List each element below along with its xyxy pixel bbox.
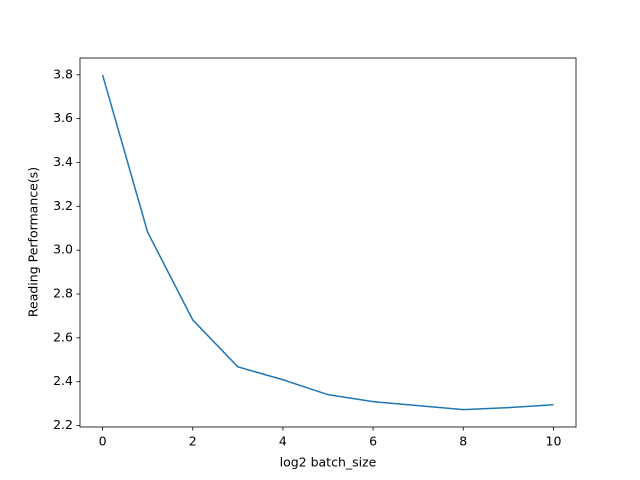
y-tick-label: 3.6	[53, 110, 73, 125]
plot-frame	[79, 57, 577, 428]
y-tick-label: 3.8	[53, 66, 73, 81]
x-tick-label: 6	[369, 434, 377, 449]
x-axis-label: log2 batch_size	[280, 455, 377, 470]
x-tick-label: 4	[279, 434, 287, 449]
y-tick-label: 3.4	[53, 154, 73, 169]
y-tick-label: 2.8	[53, 286, 73, 301]
y-axis-label: Reading Performance(s)	[26, 167, 41, 317]
x-tick-label: 2	[189, 434, 197, 449]
x-tick-label: 0	[99, 434, 107, 449]
x-tick-label: 8	[459, 434, 467, 449]
y-tick-label: 2.4	[53, 373, 73, 388]
x-tick-label: 10	[546, 434, 562, 449]
y-tick-label: 3.0	[53, 242, 73, 257]
y-tick-label: 2.6	[53, 329, 73, 344]
data-line	[101, 74, 554, 411]
y-tick-label: 2.2	[53, 417, 73, 432]
y-tick-label: 3.2	[53, 198, 73, 213]
